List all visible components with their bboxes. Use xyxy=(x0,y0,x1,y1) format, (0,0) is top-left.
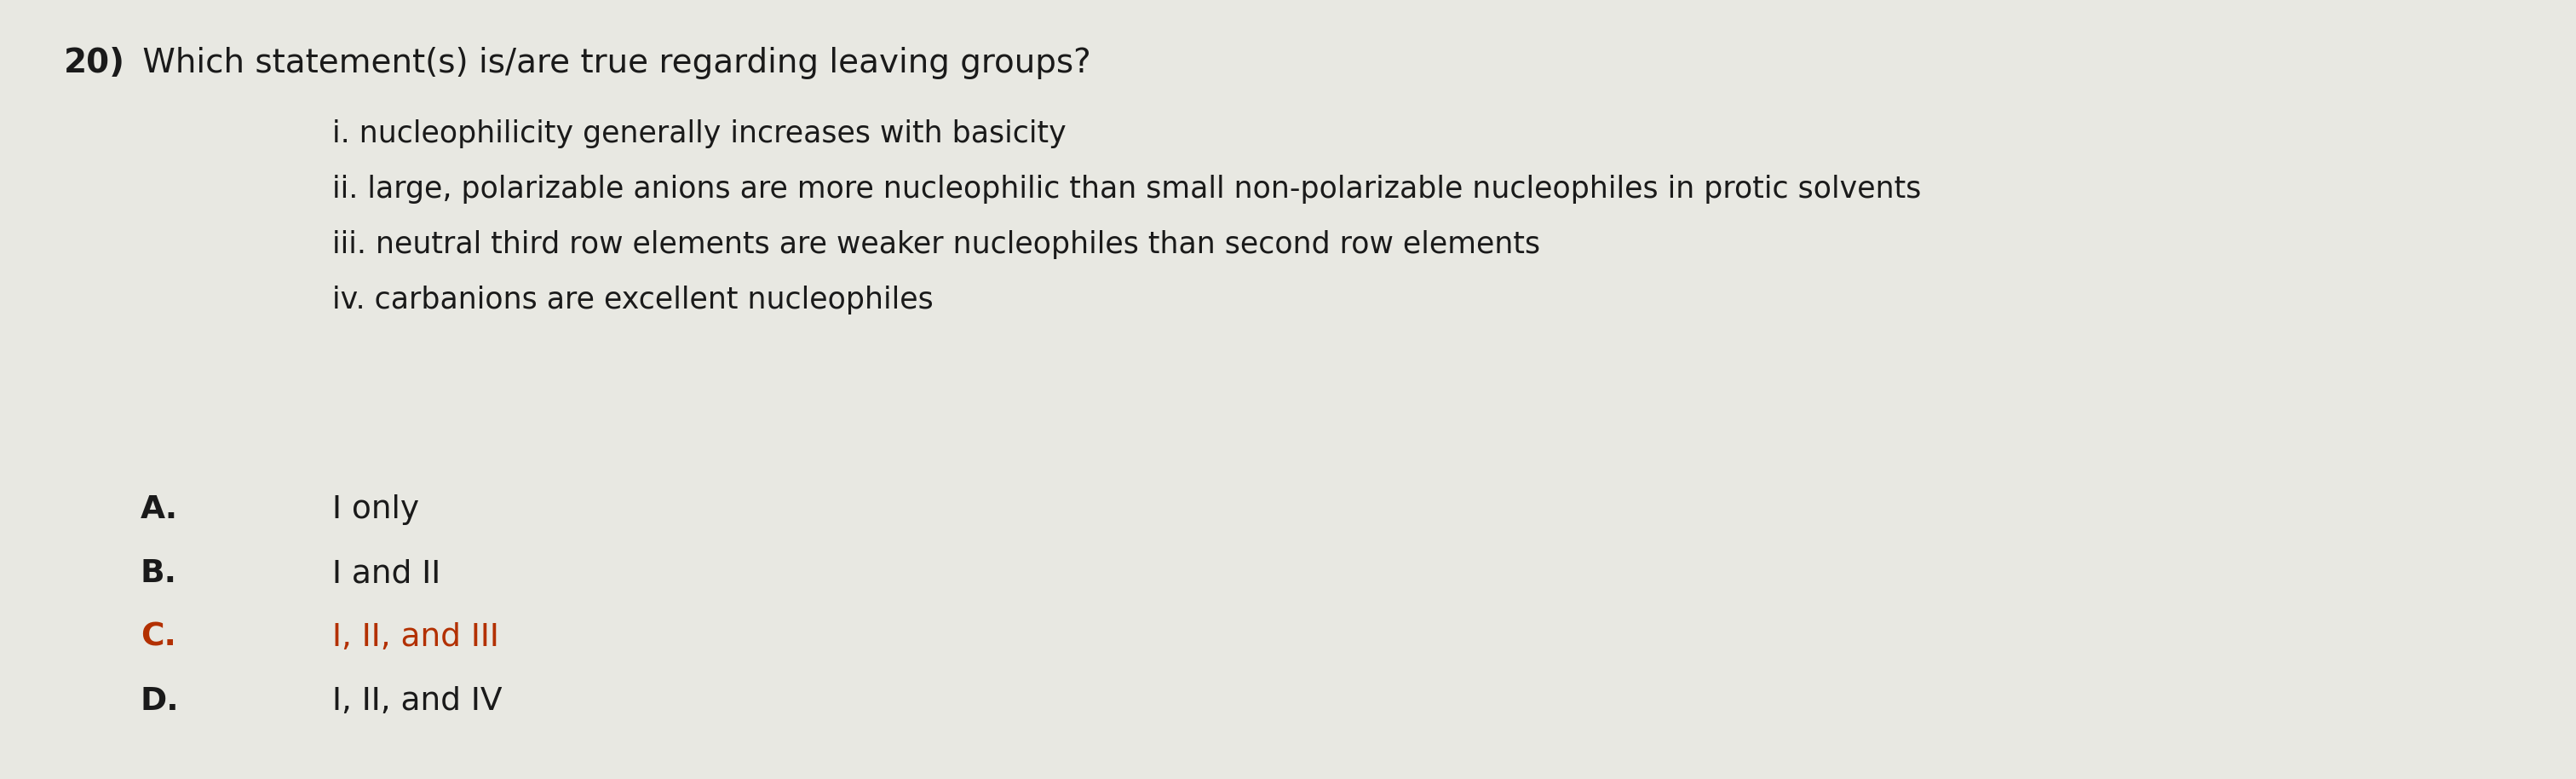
Text: I, II, and IV: I, II, and IV xyxy=(332,686,502,717)
Text: I only: I only xyxy=(332,495,420,525)
Text: ii. large, polarizable anions are more nucleophilic than small non-polarizable n: ii. large, polarizable anions are more n… xyxy=(332,174,1922,203)
Text: I, II, and III: I, II, and III xyxy=(332,622,500,653)
Text: C.: C. xyxy=(142,622,175,653)
Text: iii. neutral third row elements are weaker nucleophiles than second row elements: iii. neutral third row elements are weak… xyxy=(332,230,1540,259)
Text: B.: B. xyxy=(142,559,178,589)
Text: 20): 20) xyxy=(64,47,126,79)
Text: D.: D. xyxy=(142,686,180,717)
Text: Which statement(s) is/are true regarding leaving groups?: Which statement(s) is/are true regarding… xyxy=(131,47,1092,79)
Text: iv. carbanions are excellent nucleophiles: iv. carbanions are excellent nucleophile… xyxy=(332,286,933,315)
Text: A.: A. xyxy=(142,495,178,525)
Text: i. nucleophilicity generally increases with basicity: i. nucleophilicity generally increases w… xyxy=(332,119,1066,148)
Text: I and II: I and II xyxy=(332,559,440,589)
